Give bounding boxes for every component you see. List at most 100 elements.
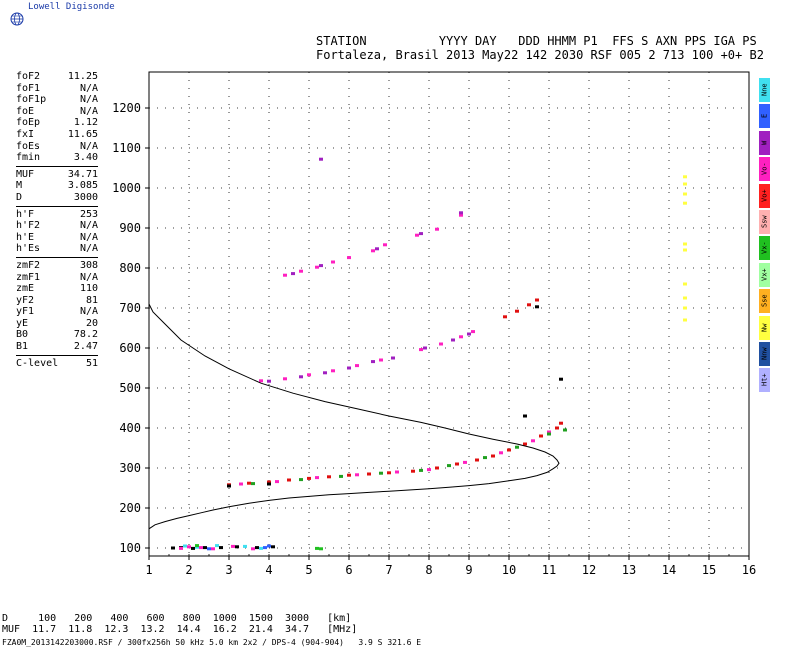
parameter-name: MUF [16,168,35,180]
echo-point [271,545,275,549]
x-tick-label: 15 [702,563,716,577]
panel-separator [16,354,98,356]
parameter-name: h'E [16,231,35,243]
footer-file-info: FZA0M_2013142203000.RSF / 300fx256h 50 k… [2,638,422,647]
parameter-row: C-level 51 [16,358,98,370]
parameter-name: foEs [16,140,41,152]
x-tick-label: 16 [742,563,756,577]
x-tick-label: 10 [502,563,516,577]
parameter-name: foF2 [16,71,41,82]
x-tick-label: 11 [542,563,556,577]
parameter-name: B1 [16,341,29,353]
echo-point [379,471,383,475]
echo-point [259,379,263,383]
echo-point [299,478,303,482]
echo-point [251,547,255,551]
echo-point [231,544,235,548]
echo-point [247,481,251,485]
echo-point [383,243,387,247]
parameter-value: N/A [79,271,98,283]
echo-point [283,377,287,381]
x-tick-label: 12 [582,563,596,577]
legend-item: Nne [759,78,770,102]
echo-point [555,426,559,430]
parameter-name: zmE [16,283,35,295]
echo-point [499,451,503,455]
echo-point [523,442,527,446]
parameter-name: h'F [16,208,35,220]
parameter-value: 78.2 [73,329,98,341]
echo-point [379,358,383,362]
parameter-value: 3000 [73,191,98,203]
echo-point [459,213,463,217]
echo-point [375,247,379,251]
parameter-row: fmin 3.40 [16,152,98,164]
legend-item: Sse [759,289,770,314]
parameter-name: zmF2 [16,259,41,271]
echo-point [275,480,279,484]
echo-point [239,482,243,486]
echo-point [515,445,519,449]
parameter-row: foF1p N/A [16,94,98,106]
echo-point [219,546,223,550]
parameter-name: yF2 [16,294,35,306]
echo-point [683,306,687,310]
parameter-row: h'Es N/A [16,243,98,255]
echo-point [683,248,687,252]
legend-item: Nw [759,315,770,340]
echo-point [451,338,455,342]
y-tick-label: 500 [119,381,141,395]
y-tick-label: 1200 [112,101,141,115]
echo-point [507,448,511,452]
echo-point [243,544,247,548]
echo-point [527,303,531,307]
echo-point [475,458,479,462]
scaled-parameters-panel: foF2 11.25 foF1 N/A foF1p N/A foE N/A foEp 1.12 fx… [16,71,98,369]
parameter-row: zmE 110 [16,283,98,295]
y-tick-label: 700 [119,301,141,315]
parameter-name: foF1 [16,82,41,94]
echo-point [291,272,295,276]
echo-point [539,434,543,438]
parameter-row: yF1 N/A [16,306,98,318]
footer-muf-row: MUF 11.7 11.8 12.3 13.2 14.4 16.2 21.4 3… [2,624,358,635]
parameter-row: yE 20 [16,318,98,330]
echo-point [467,332,471,336]
echo-point [207,547,211,551]
echo-point [515,309,519,313]
y-tick-label: 1100 [112,141,141,155]
echo-point [435,227,439,231]
parameter-value: 308 [79,259,98,271]
parameter-value: N/A [79,82,98,94]
echo-point [439,342,443,346]
parameter-row: foEp 1.12 [16,117,98,129]
x-tick-label: 4 [265,563,272,577]
panel-separator [16,205,98,207]
echo-point [435,466,439,470]
header-values: Fortaleza, Brasil 2013 May22 142 2030 RS… [316,48,764,62]
density-profile-line [148,303,560,530]
echo-point [427,468,431,472]
x-tick-label: 7 [385,563,392,577]
echo-point [419,348,423,352]
parameter-name: D [16,191,23,203]
legend-item: Vo+ [759,183,770,208]
echo-point [327,475,331,479]
echo-point [183,544,187,548]
echo-point [683,201,687,205]
legend-item: W [759,130,770,155]
parameter-value: N/A [79,231,98,243]
echo-point [179,546,183,550]
echo-point [203,546,207,550]
legend-item: Ht+ [759,368,770,393]
footer-distance-row: D 100 200 400 600 800 1000 1500 3000 [km… [2,613,352,624]
parameter-row: M 3.085 [16,180,98,192]
parameter-name: yF1 [16,306,35,318]
echo-point [411,469,415,473]
parameter-row: B0 78.2 [16,329,98,341]
echo-point [563,428,567,432]
y-tick-label: 1000 [112,181,141,195]
echo-point [347,473,351,477]
echo-point [355,473,359,477]
legend-item: Nnw [759,341,770,366]
